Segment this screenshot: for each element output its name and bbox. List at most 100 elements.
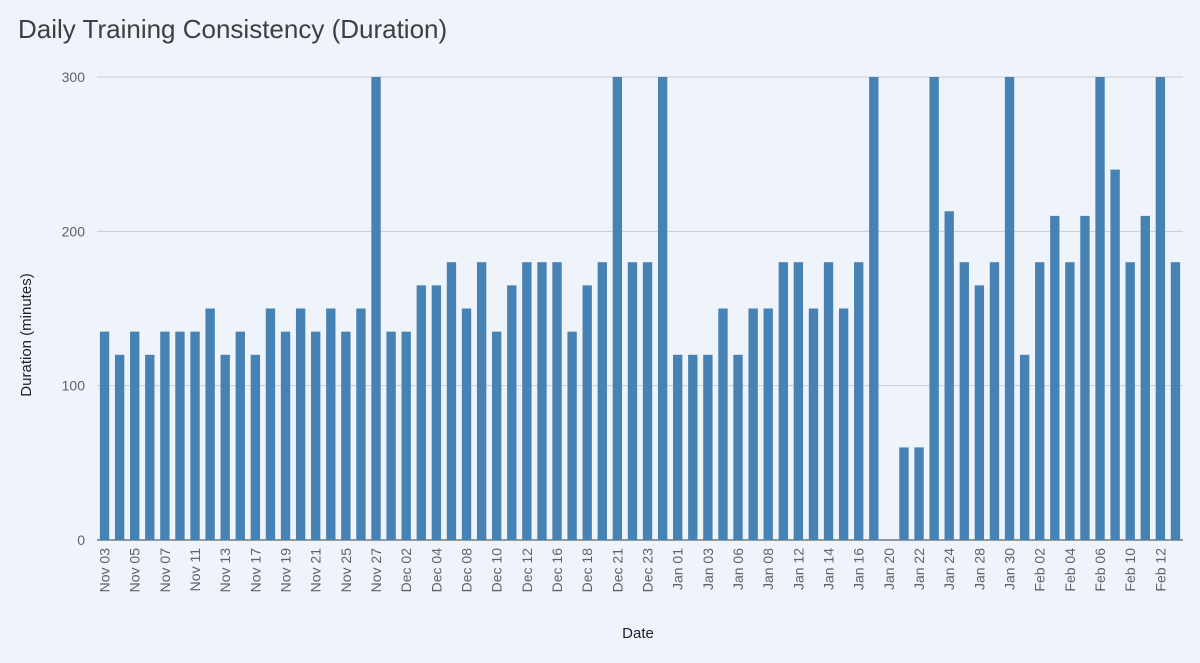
x-tick-label: Feb 02 — [1032, 548, 1048, 592]
bar — [1125, 262, 1135, 540]
bar — [1050, 215, 1060, 540]
bar — [295, 308, 306, 540]
x-axis-title: Date — [622, 625, 654, 642]
x-tick-label: Dec 02 — [398, 548, 414, 593]
bar — [205, 308, 215, 540]
x-tick-label: Jan 24 — [941, 548, 957, 590]
bar — [823, 262, 834, 540]
x-tick-label: Feb 12 — [1152, 548, 1168, 592]
bar — [280, 331, 291, 540]
bar — [235, 331, 245, 540]
bar — [688, 354, 698, 540]
bar — [356, 308, 366, 540]
bar — [733, 354, 743, 540]
bar — [401, 331, 411, 540]
x-tick-label: Nov 13 — [217, 548, 233, 593]
bar — [250, 354, 261, 540]
bar — [326, 308, 336, 540]
bar — [929, 77, 939, 540]
bar — [673, 354, 683, 540]
x-tick-label: Feb 04 — [1062, 548, 1078, 592]
x-tick-label: Dec 04 — [428, 548, 444, 593]
bar — [854, 262, 864, 540]
x-tick-label: Jan 03 — [700, 548, 716, 590]
bar — [612, 77, 623, 540]
y-tick-labels: 0 100 200 300 — [62, 69, 86, 548]
bar — [1065, 262, 1075, 540]
bar — [944, 211, 954, 540]
bar — [145, 354, 155, 540]
bar — [642, 262, 653, 540]
bar — [974, 285, 985, 540]
bar — [657, 77, 668, 540]
x-tick-label: Dec 21 — [609, 548, 625, 593]
bar — [114, 354, 125, 540]
bar — [537, 262, 547, 540]
bar — [522, 262, 532, 540]
y-tick-label: 100 — [62, 378, 86, 394]
bar — [190, 331, 200, 540]
bar — [99, 331, 110, 540]
y-axis-title: Duration (minutes) — [18, 273, 35, 396]
gridlines — [97, 76, 1183, 541]
bar — [341, 331, 351, 540]
x-tick-label: Jan 22 — [911, 548, 927, 590]
x-tick-label: Nov 21 — [308, 548, 324, 593]
y-tick-label: 300 — [62, 69, 86, 85]
x-tick-label: Nov 17 — [247, 548, 263, 593]
bar — [507, 285, 517, 540]
x-tick-label: Nov 07 — [157, 548, 173, 593]
x-tick-label: Dec 10 — [489, 548, 505, 593]
bar — [1080, 215, 1090, 540]
bar — [1035, 262, 1045, 540]
x-tick-label: Jan 06 — [730, 548, 746, 590]
x-tick-label: Jan 16 — [851, 548, 867, 590]
x-tick-label: Jan 08 — [760, 548, 776, 590]
y-tick-label: 0 — [77, 532, 85, 548]
bar — [220, 354, 230, 540]
bar — [718, 308, 728, 540]
bar — [446, 262, 457, 540]
bar — [1140, 215, 1150, 540]
bar — [582, 285, 592, 540]
bar — [416, 285, 426, 540]
x-tick-label: Dec 08 — [459, 548, 475, 593]
bar — [869, 77, 879, 540]
bar — [461, 308, 472, 540]
bar — [793, 262, 804, 540]
bar — [778, 262, 788, 540]
bar — [627, 262, 638, 540]
bar — [1004, 77, 1015, 540]
bar — [567, 331, 577, 540]
bar — [552, 262, 562, 540]
x-tick-label: Nov 11 — [187, 548, 203, 592]
bar — [265, 308, 276, 540]
x-tick-label: Jan 01 — [670, 548, 686, 590]
bar — [989, 262, 1000, 540]
bar — [160, 331, 170, 540]
bar — [476, 262, 487, 540]
x-tick-label: Nov 25 — [338, 548, 354, 593]
bar — [959, 262, 969, 540]
bar — [1155, 77, 1166, 540]
bar — [1095, 77, 1105, 540]
x-tick-label: Nov 19 — [278, 548, 294, 593]
bar — [130, 331, 140, 540]
x-tick-label: Nov 03 — [97, 548, 113, 593]
x-tick-label: Jan 30 — [1002, 548, 1018, 590]
x-tick-label: Feb 06 — [1092, 548, 1108, 592]
x-tick-label: Jan 20 — [881, 548, 897, 590]
bar — [748, 308, 758, 540]
x-tick-labels: Nov 03 Nov 05 Nov 07 Nov 11 Nov 13 Nov 17 Nov … — [97, 548, 1169, 593]
bar — [386, 331, 396, 540]
bar — [431, 285, 442, 540]
bar — [899, 447, 909, 540]
x-tick-label: Nov 05 — [127, 548, 143, 593]
chart-title: Daily Training Consistency (Duration) — [18, 14, 448, 44]
x-tick-label: Dec 12 — [519, 548, 535, 593]
bar — [914, 447, 924, 540]
x-tick-label: Jan 14 — [821, 548, 837, 590]
bar — [703, 354, 713, 540]
